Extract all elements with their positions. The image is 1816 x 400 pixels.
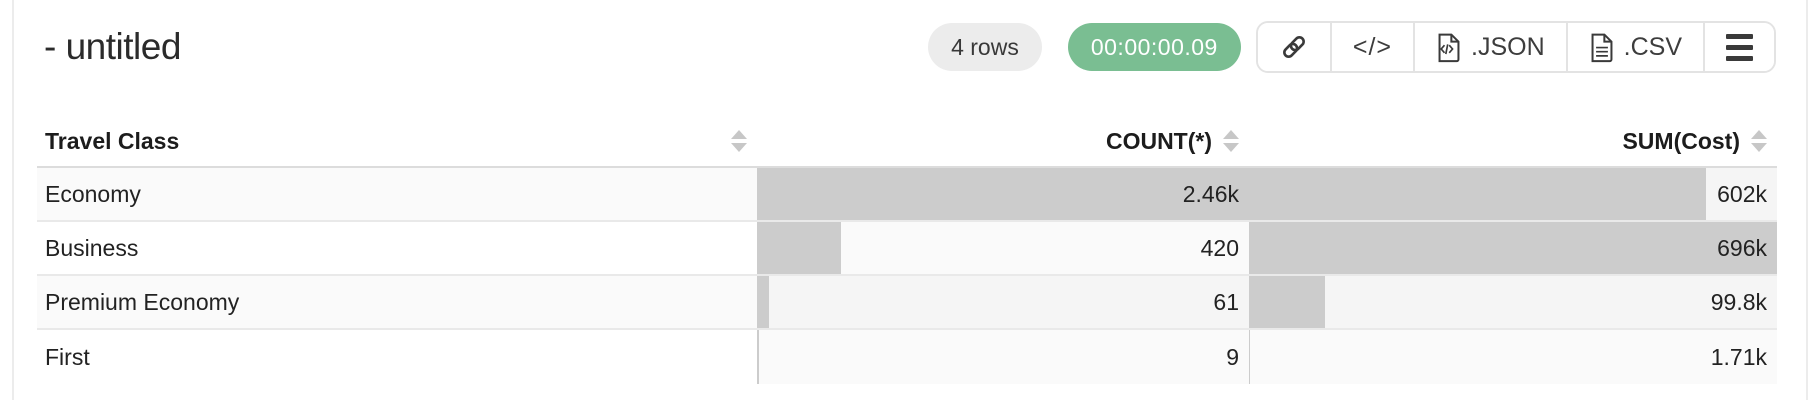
table-body: Economy 2.46k 602k Business 420 696k Pre… bbox=[37, 168, 1777, 384]
sort-icon bbox=[731, 130, 747, 152]
column-header-sum-cost[interactable]: SUM(Cost) bbox=[1249, 116, 1777, 166]
cell-count: 9 bbox=[757, 330, 1249, 384]
export-csv-label: .CSV bbox=[1623, 32, 1682, 61]
sort-icon bbox=[1751, 130, 1767, 152]
result-table: Travel Class COUNT(*) SUM(Cost) Economy … bbox=[37, 116, 1777, 384]
export-csv-button[interactable]: .CSV bbox=[1567, 23, 1705, 71]
column-header-count[interactable]: COUNT(*) bbox=[757, 116, 1249, 166]
count-bar bbox=[757, 222, 841, 274]
page-title: - untitled bbox=[44, 26, 181, 67]
export-json-button[interactable]: .JSON bbox=[1415, 23, 1568, 71]
export-button-group: </> .JSON bbox=[1255, 21, 1776, 73]
export-json-label: .JSON bbox=[1471, 32, 1545, 61]
menu-button[interactable] bbox=[1705, 23, 1774, 71]
cell-sum: 1.71k bbox=[1249, 330, 1777, 384]
column-label: COUNT(*) bbox=[1105, 127, 1212, 154]
table-row: Economy 2.46k 602k bbox=[37, 168, 1777, 222]
cell-travel-class: Premium Economy bbox=[45, 288, 240, 315]
cell-count: 420 bbox=[757, 222, 1249, 274]
toolbar: - untitled 4 rows 00:00:00.09 bbox=[14, 0, 1806, 74]
table-header-row: Travel Class COUNT(*) SUM(Cost) bbox=[37, 116, 1777, 168]
cell-sum: 99.8k bbox=[1249, 276, 1777, 328]
result-panel: - untitled 4 rows 00:00:00.09 bbox=[12, 0, 1808, 400]
copy-link-button[interactable] bbox=[1257, 23, 1332, 71]
hamburger-icon bbox=[1726, 33, 1753, 61]
cell-travel-class: Business bbox=[45, 234, 139, 261]
sum-bar bbox=[1249, 222, 1777, 274]
table-row: First 9 1.71k bbox=[37, 330, 1777, 384]
column-label: Travel Class bbox=[45, 127, 180, 154]
count-bar bbox=[757, 276, 770, 328]
row-count-badge: 4 rows bbox=[928, 23, 1042, 71]
query-timer-badge: 00:00:00.09 bbox=[1067, 23, 1241, 71]
cell-sum: 696k bbox=[1249, 222, 1777, 274]
column-label: SUM(Cost) bbox=[1622, 127, 1740, 154]
count-bar bbox=[757, 168, 1249, 220]
cell-travel-class: First bbox=[45, 343, 90, 370]
cell-count: 61 bbox=[757, 276, 1249, 328]
sum-bar bbox=[1249, 276, 1325, 328]
cell-travel-class: Economy bbox=[45, 180, 141, 207]
cell-sum: 602k bbox=[1249, 168, 1777, 220]
show-code-button[interactable]: </> bbox=[1331, 23, 1416, 71]
file-csv-icon bbox=[1589, 31, 1615, 63]
file-json-icon bbox=[1436, 31, 1462, 63]
column-header-travel-class[interactable]: Travel Class bbox=[37, 116, 757, 166]
sort-icon bbox=[1223, 130, 1239, 152]
table-row: Premium Economy 61 99.8k bbox=[37, 276, 1777, 330]
link-icon bbox=[1279, 32, 1309, 62]
table-row: Business 420 696k bbox=[37, 222, 1777, 276]
count-bar bbox=[757, 330, 759, 384]
sum-bar bbox=[1249, 330, 1251, 384]
code-icon: </> bbox=[1352, 32, 1393, 61]
cell-count: 2.46k bbox=[757, 168, 1249, 220]
sum-bar bbox=[1249, 168, 1706, 220]
